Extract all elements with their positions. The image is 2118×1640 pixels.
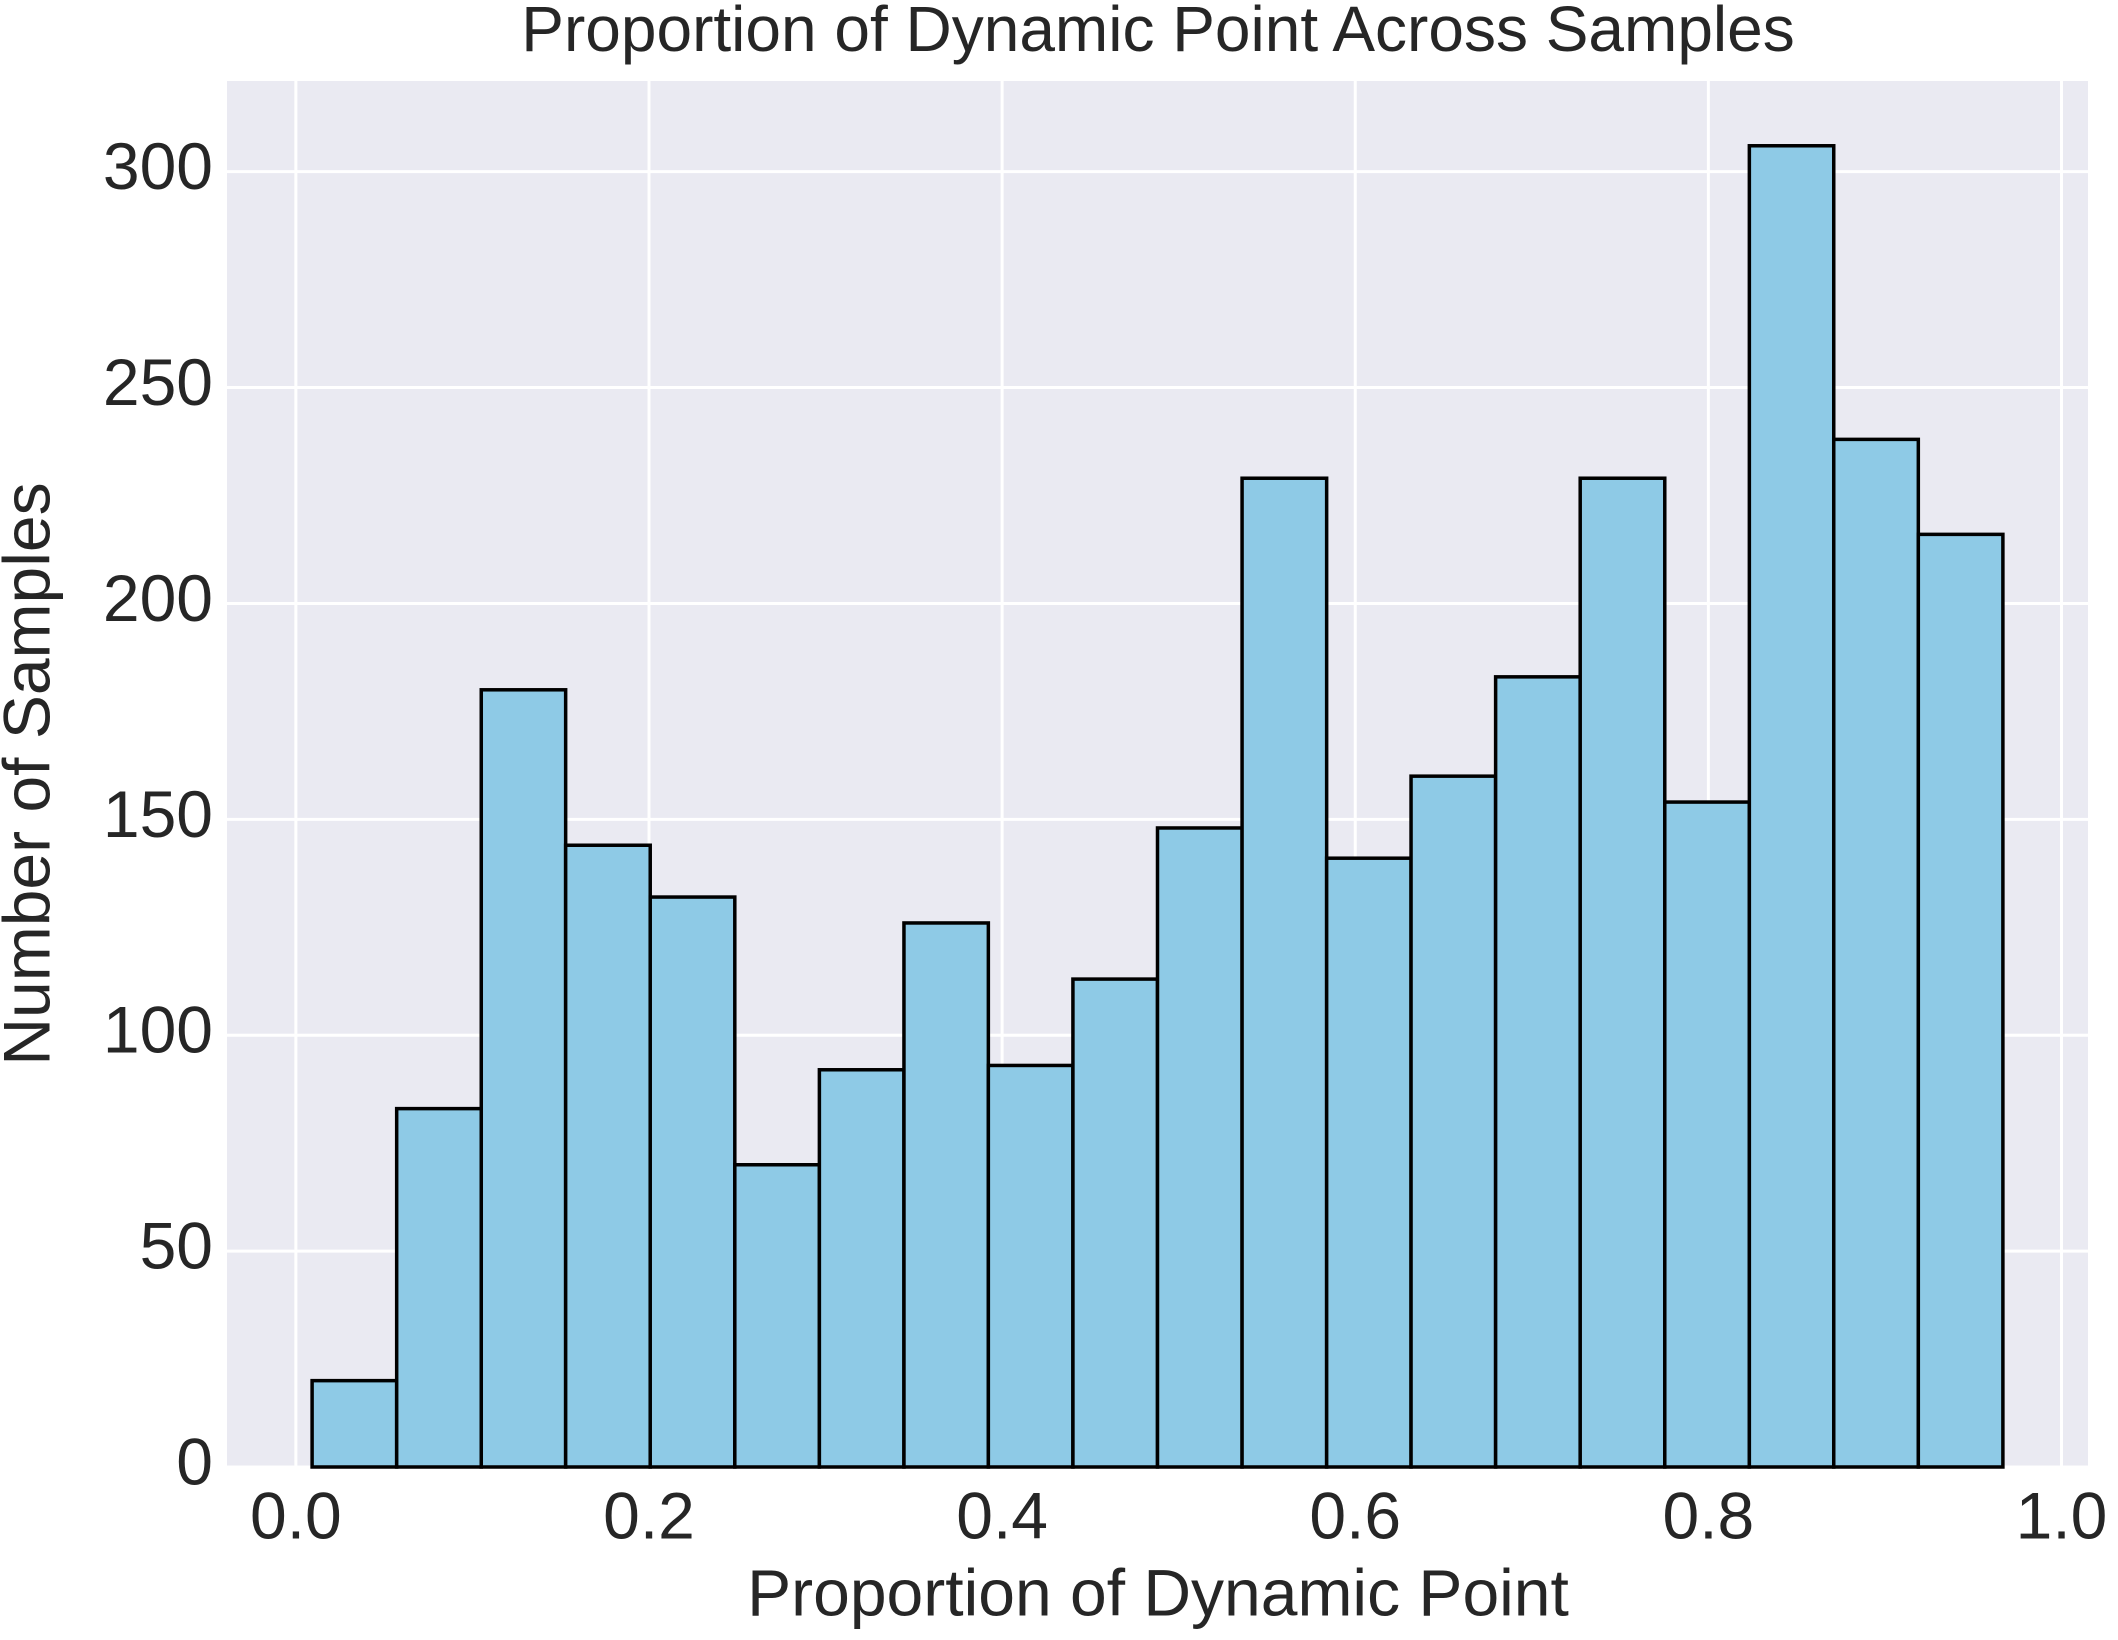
histogram-bar [1409,774,1498,1469]
y-tick-label: 300 [103,129,213,203]
chart-title: Proportion of Dynamic Point Across Sampl… [521,0,1794,65]
x-tick-label: 0.8 [1663,1478,1755,1552]
histogram-bar [1324,856,1413,1469]
histogram-bar [817,1068,906,1469]
x-axis-label: Proportion of Dynamic Point [747,1555,1569,1629]
y-tick-label: 100 [103,993,213,1067]
x-tick-label: 0.4 [956,1478,1048,1552]
histogram-bar [310,1378,399,1469]
histogram-bar [1747,144,1836,1469]
histogram-bar [648,895,737,1469]
y-tick-label: 150 [103,777,213,851]
histogram-bar [1240,476,1329,1469]
histogram-bar [1493,675,1582,1469]
x-tick-label: 0.0 [250,1478,342,1552]
histogram-bar [986,1063,1075,1469]
histogram-bar [1155,826,1244,1469]
x-tick-label: 1.0 [2016,1478,2108,1552]
y-tick-label: 50 [140,1209,213,1283]
y-tick-label: 250 [103,345,213,419]
y-axis-label: Number of Samples [0,482,63,1065]
y-tick-label: 0 [176,1424,213,1498]
y-tick-label: 200 [103,561,213,635]
histogram-bar [563,843,652,1469]
histogram-bar [902,921,991,1469]
histogram-bar [1831,437,1921,1469]
histogram-bar [1578,476,1667,1469]
x-tick-label: 0.2 [603,1478,695,1552]
histogram-bar [479,688,568,1469]
x-tick-label: 0.6 [1309,1478,1401,1552]
histogram-bar [1071,977,1160,1469]
histogram-bar [1663,800,1752,1469]
histogram-bar [733,1163,822,1469]
histogram-bar [1916,532,2005,1469]
histogram-bar [394,1106,484,1469]
